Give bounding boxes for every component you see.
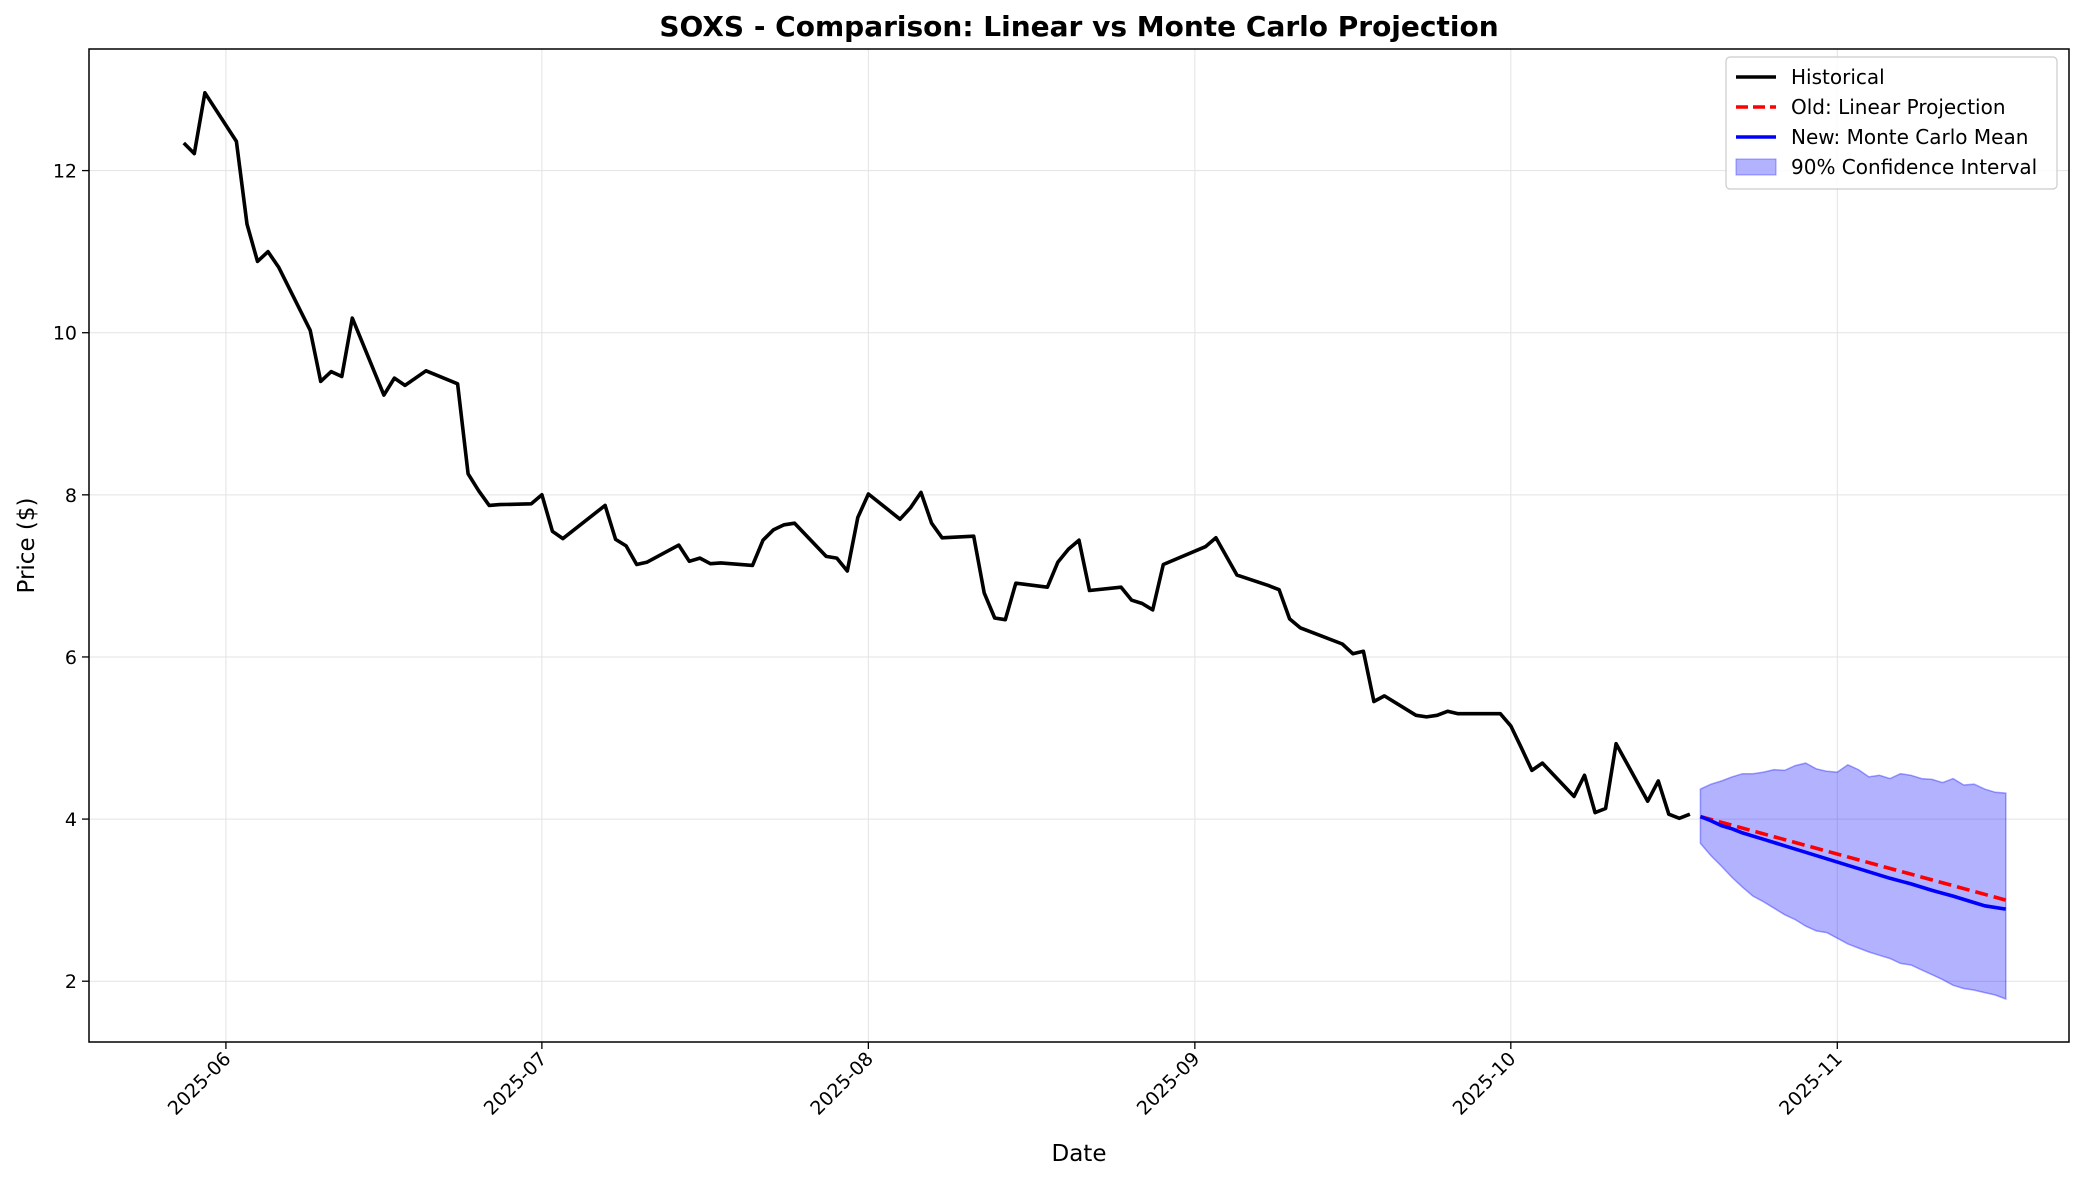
legend-item: New: Monte Carlo Mean — [1736, 125, 2028, 149]
plot-frame — [88, 48, 2070, 1043]
legend-item: Old: Linear Projection — [1736, 95, 2006, 119]
historical-line — [182, 91, 1691, 821]
legend-label: Historical — [1791, 65, 1885, 89]
y-tick-label: 6 — [65, 647, 77, 669]
series-layer — [182, 91, 2007, 911]
chart-title: SOXS - Comparison: Linear vs Monte Carlo… — [659, 10, 1498, 43]
legend-label: New: Monte Carlo Mean — [1791, 125, 2028, 149]
x-axis-label: Date — [1052, 1141, 1107, 1167]
y-tick-label: 4 — [65, 809, 77, 831]
grid-lines — [89, 49, 2069, 1042]
y-tick-label: 12 — [53, 161, 77, 183]
confidence-band — [1699, 762, 2007, 1001]
legend-swatch — [1735, 158, 1777, 176]
y-tick-label: 10 — [53, 323, 77, 345]
legend-label: 90% Confidence Interval — [1791, 155, 2037, 179]
confidence-band-layer — [1699, 762, 2007, 1001]
legend-item: Historical — [1736, 65, 1885, 89]
legend-label: Old: Linear Projection — [1791, 95, 2006, 119]
linear-projection-line — [1699, 814, 2007, 902]
monte-carlo-mean-line — [1699, 814, 2007, 911]
legend-box — [1725, 56, 2058, 190]
y-tick-label: 8 — [65, 485, 77, 507]
y-axis-label: Price ($) — [14, 498, 40, 594]
legend-item: 90% Confidence Interval — [1735, 155, 2037, 179]
y-tick-label: 2 — [65, 971, 77, 993]
legend: Historical Old: Linear Projection New: Mon… — [1725, 56, 2058, 190]
